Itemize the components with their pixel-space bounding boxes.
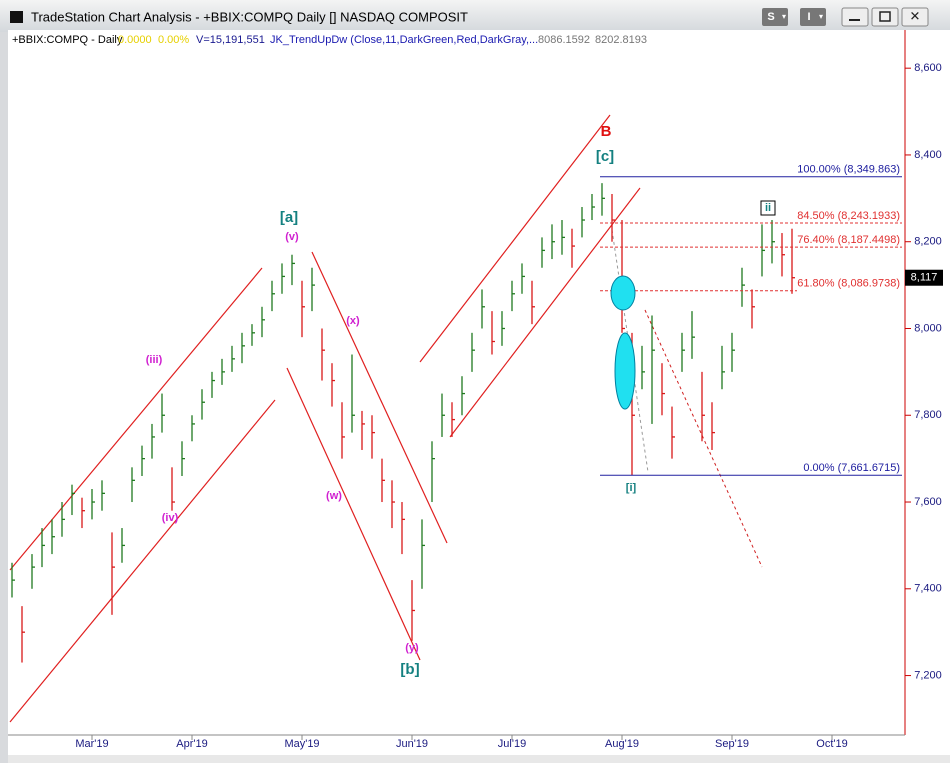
indicator: JK_TrendUpDw (Close,11,DarkGreen,Red,Dar… <box>270 34 538 46</box>
fib-label: 61.80% (8,086.9738) <box>797 278 900 290</box>
plot-area <box>8 30 905 735</box>
y-tick-label: 7,400 <box>914 583 942 595</box>
s-button-label: S <box>767 11 774 23</box>
app-icon <box>10 11 23 23</box>
dropdown-arrow: ▾ <box>819 12 823 21</box>
x-tick-label: Mar'19 <box>75 738 108 750</box>
i-button-label: I <box>807 11 810 23</box>
time-axis <box>8 735 950 755</box>
minimize-button[interactable] <box>841 7 869 27</box>
y-tick-label: 8,200 <box>914 236 942 248</box>
fib-label: 76.40% (8,187.4498) <box>797 234 900 246</box>
wave-label: (iii) <box>146 354 163 366</box>
x-tick-label: Apr'19 <box>176 738 207 750</box>
volume: V=15,191,551 <box>196 34 265 46</box>
x-tick-label: Jun'19 <box>396 738 428 750</box>
wave-label: (y) <box>405 642 419 654</box>
close-button[interactable] <box>901 7 929 27</box>
wave-label: ii <box>765 202 771 214</box>
wave-label: [c] <box>596 148 614 165</box>
i-button[interactable] <box>800 8 826 26</box>
x-tick-label: Aug'19 <box>605 738 639 750</box>
trend-line <box>644 309 763 568</box>
wave-label: (iv) <box>162 512 179 524</box>
price-axis <box>905 30 950 735</box>
wave-label: [a] <box>280 209 298 226</box>
indicator-value: 8202.8193 <box>595 34 647 46</box>
s-button[interactable] <box>762 8 788 26</box>
wave-label: [b] <box>400 661 419 678</box>
wave-label: [i] <box>626 482 637 494</box>
x-tick-label: Oct'19 <box>816 738 847 750</box>
maximize-button[interactable] <box>871 7 899 27</box>
last-price-label: 8,117 <box>911 272 938 284</box>
symbol: +BBIX:COMPQ - Daily <box>12 34 123 46</box>
x-tick-label: Sep'19 <box>715 738 749 750</box>
fib-label: 100.00% (8,349.863) <box>797 164 900 176</box>
highlight <box>610 275 636 311</box>
indicator-value: 8086.1592 <box>538 34 590 46</box>
window-title: TradeStation Chart Analysis - +BBIX:COMP… <box>31 9 468 24</box>
change: 0.0000 <box>118 34 152 46</box>
last-price-tag <box>905 269 943 286</box>
y-tick-label: 8,600 <box>914 62 942 74</box>
scrollbar[interactable] <box>8 755 950 763</box>
pct-change: 0.00% <box>158 34 189 46</box>
annotation-box <box>760 200 776 216</box>
x-tick-label: Jul'19 <box>498 738 526 750</box>
y-tick-label: 7,200 <box>914 669 942 681</box>
close-icon: ✕ <box>910 8 921 23</box>
x-tick-label: May'19 <box>284 738 319 750</box>
maximize-icon <box>879 11 891 22</box>
y-tick-label: 7,800 <box>914 409 942 421</box>
fib-label: 0.00% (7,661.6715) <box>803 462 900 474</box>
title-bar <box>0 0 950 32</box>
y-tick-label: 7,600 <box>914 496 942 508</box>
wave-label: B <box>601 123 612 140</box>
dropdown-arrow: ▾ <box>782 12 786 21</box>
wave-label: (x) <box>346 315 360 327</box>
wave-label: (v) <box>285 231 299 243</box>
fib-label: 84.50% (8,243.1933) <box>797 210 900 222</box>
wave-label: (w) <box>326 490 342 502</box>
highlight <box>614 332 636 410</box>
y-tick-label: 8,400 <box>914 149 942 161</box>
y-tick-label: 8,000 <box>914 322 942 334</box>
